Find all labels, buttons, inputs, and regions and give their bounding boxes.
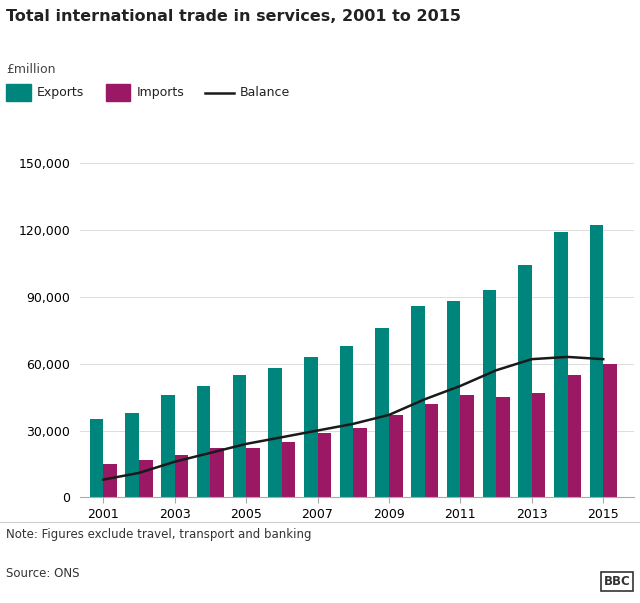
Bar: [211, 449, 224, 497]
Bar: [604, 364, 617, 497]
Bar: [125, 412, 139, 497]
Text: Total international trade in services, 2001 to 2015: Total international trade in services, 2…: [6, 9, 461, 24]
Bar: [532, 393, 545, 497]
Bar: [268, 368, 282, 497]
Bar: [447, 301, 460, 497]
Bar: [175, 455, 188, 497]
Bar: [376, 328, 389, 497]
Text: BBC: BBC: [604, 575, 630, 588]
Bar: [246, 449, 260, 497]
Bar: [317, 433, 331, 497]
Bar: [425, 404, 438, 497]
Text: Balance: Balance: [240, 86, 291, 99]
Text: Imports: Imports: [136, 86, 184, 99]
Bar: [589, 226, 604, 497]
Text: Source: ONS: Source: ONS: [6, 567, 80, 580]
Bar: [411, 306, 425, 497]
Bar: [90, 420, 103, 497]
Bar: [304, 357, 317, 497]
Text: Note: Figures exclude travel, transport and banking: Note: Figures exclude travel, transport …: [6, 528, 312, 541]
Bar: [496, 397, 509, 497]
Bar: [196, 386, 211, 497]
Bar: [554, 232, 568, 497]
Bar: [232, 374, 246, 497]
Bar: [460, 395, 474, 497]
Text: £million: £million: [6, 63, 56, 77]
Bar: [139, 459, 152, 497]
Bar: [518, 265, 532, 497]
Bar: [103, 464, 116, 497]
Bar: [282, 441, 296, 497]
Bar: [483, 290, 496, 497]
Bar: [340, 346, 353, 497]
Bar: [161, 395, 175, 497]
Bar: [353, 428, 367, 497]
Bar: [568, 374, 581, 497]
Bar: [389, 415, 403, 497]
Text: Exports: Exports: [37, 86, 84, 99]
